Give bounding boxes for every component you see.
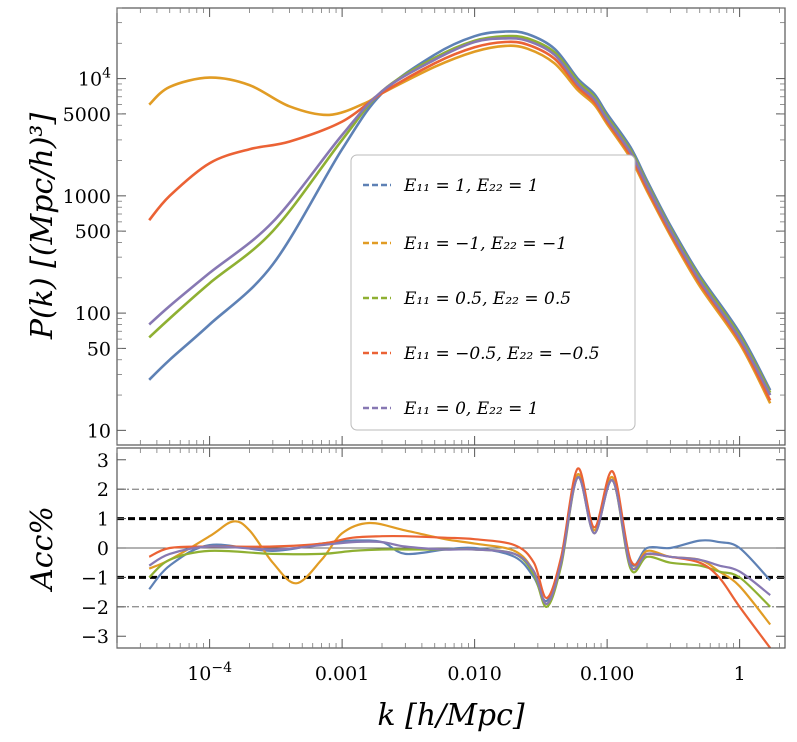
bottom-y-tick-label-5: −2 — [81, 597, 109, 619]
legend-label-2: E₁₁ = 0.5, E₂₂ = 0.5 — [403, 289, 571, 309]
bottom-y-tick-label-3: 0 — [97, 538, 109, 560]
top-y-tick-label-6: 10 — [87, 420, 111, 442]
bottom-y-tick-label-1: 2 — [97, 479, 109, 501]
pk-series-line-4 — [148, 37, 772, 396]
top-axis-ticks: 104 5000 1000 500 100 50 10 — [63, 7, 785, 445]
x-tick-label-0: 10−4 — [187, 660, 232, 685]
bottom-axis-ticks: 3 2 1 0 −1 −2 −3 10−4 0.001 0.010 0.100 1 — [81, 448, 785, 685]
x-tick-label-2: 0.010 — [447, 663, 501, 685]
x-tick-label-3: 0.100 — [580, 663, 634, 685]
legend: E₁₁ = 1, E₂₂ = 1 E₁₁ = −1, E₂₂ = −1 E₁₁ = … — [350, 154, 636, 431]
pk-series-line-0 — [148, 30, 772, 391]
top-y-tick-label-3: 500 — [75, 221, 111, 243]
bottom-y-tick-label-4: −1 — [81, 567, 109, 589]
top-y-tick-label-2: 1000 — [63, 186, 111, 208]
top-y-tick-label-5: 50 — [87, 338, 111, 360]
bottom-y-tick-label-2: 1 — [97, 509, 109, 531]
acc-series-line-4 — [148, 476, 771, 606]
pk-series-line-3 — [148, 40, 772, 401]
top-y-axis-title: P(k) [(Mpc/h)³] — [25, 113, 60, 341]
x-tick-label-1: 0.001 — [315, 663, 369, 685]
power-spectrum-curves — [148, 30, 772, 404]
accuracy-curves — [148, 467, 772, 648]
bottom-y-axis-title: Acc% — [25, 506, 60, 593]
top-frame — [116, 7, 786, 446]
bottom-y-tick-label-0: 3 — [97, 450, 109, 472]
top-y-tick-label-0: 104 — [78, 66, 111, 91]
x-tick-label-4: 1 — [734, 663, 746, 685]
legend-label-4: E₁₁ = 0, E₂₂ = 1 — [403, 399, 539, 419]
legend-label-3: E₁₁ = −0.5, E₂₂ = −0.5 — [403, 344, 600, 364]
legend-box — [350, 154, 636, 431]
accuracy-panel: 3 2 1 0 −1 −2 −3 10−4 0.001 0.010 0.100 1 — [81, 447, 786, 685]
acc-series-line-1 — [148, 473, 772, 626]
x-axis-title: k [h/Mpc] — [377, 698, 525, 733]
top-y-tick-label-4: 100 — [75, 303, 111, 325]
legend-label-1: E₁₁ = −1, E₂₂ = −1 — [403, 234, 567, 254]
acc-series-line-2 — [148, 476, 771, 608]
power-spectrum-panel: 104 5000 1000 500 100 50 10 — [63, 7, 786, 446]
top-y-tick-label-1: 5000 — [63, 104, 111, 126]
bottom-y-tick-label-6: −3 — [81, 626, 109, 648]
legend-label-0: E₁₁ = 1, E₂₂ = 1 — [403, 176, 539, 196]
